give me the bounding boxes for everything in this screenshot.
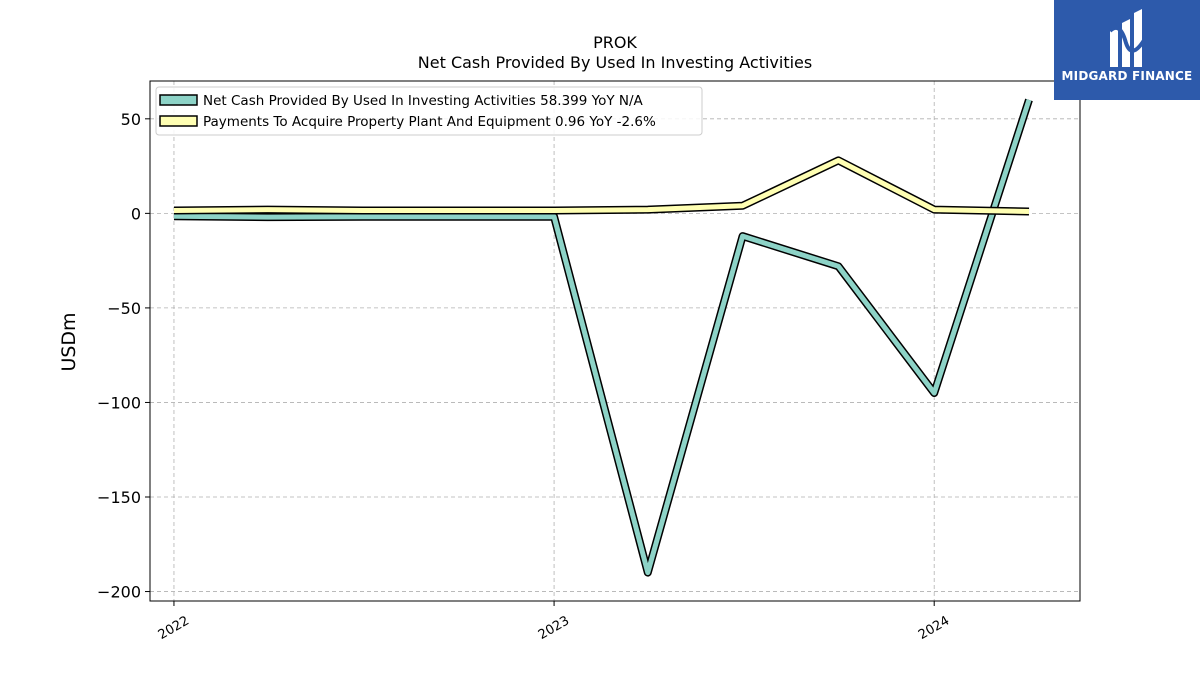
series-layer bbox=[173, 98, 1033, 577]
legend-swatch bbox=[159, 115, 198, 127]
series-line bbox=[173, 99, 1032, 576]
series-line-outline bbox=[173, 98, 1033, 577]
series-2 bbox=[173, 156, 1030, 216]
chart-title: PROK bbox=[593, 33, 637, 52]
axes: 50 0 −50 −100 −150 −200 2022 2023 2024 bbox=[97, 110, 952, 643]
grid bbox=[150, 81, 1080, 601]
legend-swatch bbox=[159, 94, 198, 106]
legend: Net Cash Provided By Used In Investing A… bbox=[155, 86, 703, 136]
legend-box bbox=[155, 86, 703, 136]
x-tick-label: 2024 bbox=[916, 613, 952, 643]
series-line bbox=[173, 157, 1030, 214]
plot-area-frame bbox=[149, 80, 1081, 602]
logo-mark-icon bbox=[1108, 9, 1148, 67]
chart-subtitle: Net Cash Provided By Used In Investing A… bbox=[418, 53, 812, 72]
y-tick-label: −50 bbox=[107, 299, 141, 318]
y-tick-label: −100 bbox=[97, 393, 141, 412]
series-line-outline bbox=[173, 156, 1030, 216]
y-tick-label: 0 bbox=[131, 204, 141, 223]
legend-entry: Net Cash Provided By Used In Investing A… bbox=[203, 93, 644, 109]
y-axis-label: USDm bbox=[58, 312, 80, 371]
logo-text: MIDGARD FINANCE bbox=[1061, 69, 1193, 83]
series-1 bbox=[173, 98, 1033, 577]
legend-entry: Payments To Acquire Property Plant And E… bbox=[203, 114, 656, 130]
y-tick-label: 50 bbox=[121, 110, 141, 129]
y-tick-label: −200 bbox=[97, 583, 141, 602]
brand-logo: MIDGARD FINANCE bbox=[1054, 0, 1200, 100]
y-tick-label: −150 bbox=[97, 488, 141, 507]
x-tick-label: 2023 bbox=[536, 613, 572, 643]
x-tick-label: 2022 bbox=[156, 613, 192, 643]
